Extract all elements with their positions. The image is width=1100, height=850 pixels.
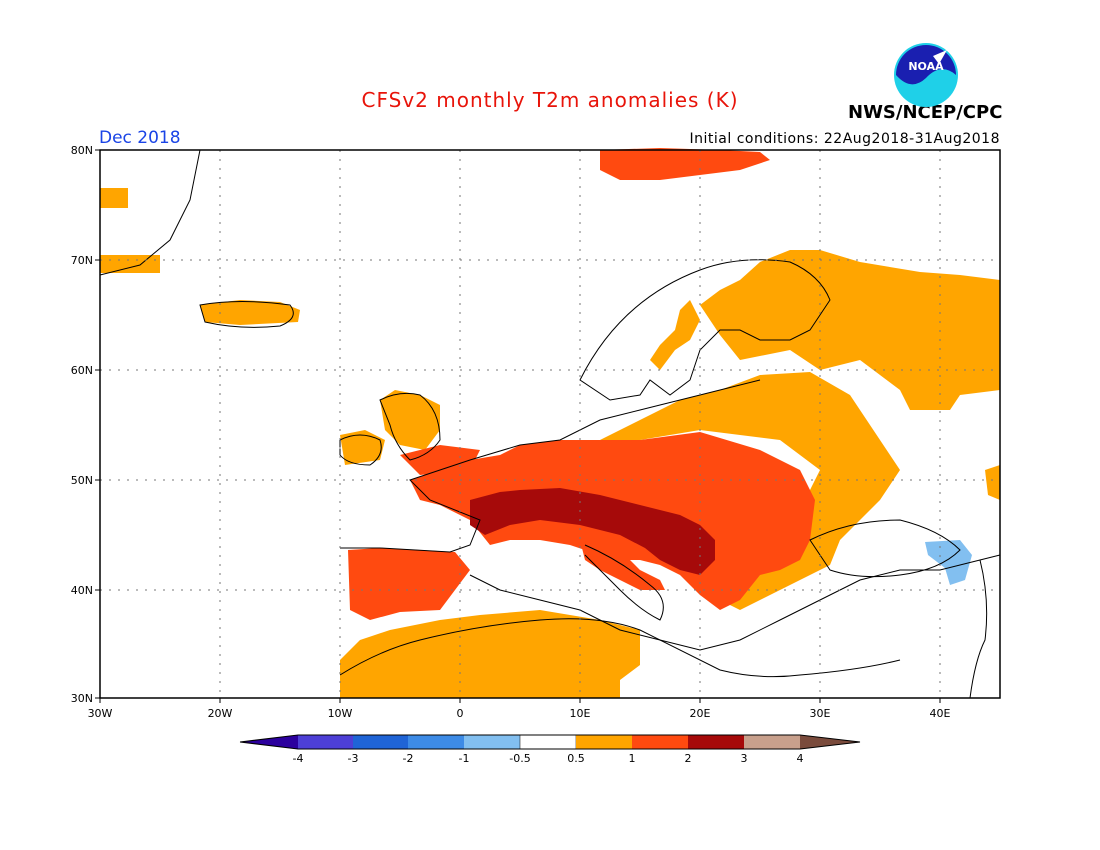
coast-europe-mainland [340, 379, 1001, 651]
coastlines [99, 149, 1001, 699]
anomaly-patch-eastern-europe [600, 372, 900, 610]
colorbar-segment [744, 735, 800, 749]
colorbar-arrow-left [240, 735, 298, 749]
coast-italy [584, 544, 664, 621]
colorbar-segment [576, 735, 632, 749]
ticks [95, 149, 941, 703]
colorbar-segment [353, 735, 408, 749]
lat-label: 80N [71, 144, 93, 157]
valid-month-label: Dec 2018 [99, 128, 181, 148]
colorbar-segment [688, 735, 744, 749]
graticule [100, 150, 1000, 698]
anomaly-patch-north-africa [340, 610, 640, 698]
anomaly-patch-iberia [348, 548, 470, 620]
lon-label: 30W [88, 707, 113, 720]
colorbar-segment [464, 735, 520, 749]
anomaly-patch-ireland [340, 430, 385, 465]
initial-conditions-label: Initial conditions: 22Aug2018-31Aug2018 [689, 131, 1000, 147]
colorbar-segment [408, 735, 464, 749]
colorbar-arrow-right [800, 735, 860, 749]
anomaly-patch-norway [650, 300, 700, 370]
anomaly-patch-svalbard [600, 148, 770, 180]
colorbar-segment [298, 735, 353, 749]
anomaly-patch-greenland-sw [100, 255, 160, 273]
coast-caspian [969, 559, 988, 699]
lat-label: 30N [71, 692, 93, 705]
colorbar-tick-label: 0.5 [567, 752, 585, 765]
coast-uk [379, 392, 441, 461]
map-frame [99, 149, 1001, 699]
colorbar-segment [519, 734, 577, 750]
anomaly-patch-scandinavia-russia [700, 250, 1000, 410]
colorbar [239, 734, 861, 750]
map-title: CFSv2 monthly T2m anomalies (K) [361, 88, 739, 112]
colorbar-tick-label: 1 [629, 752, 636, 765]
anomaly-patch-ukraine-east [985, 465, 1000, 500]
coast-black-sea [809, 519, 961, 578]
lon-label: 10W [328, 707, 353, 720]
coast-scandinavia [579, 259, 831, 401]
colorbar-tick-label: -2 [403, 752, 414, 765]
lon-label: 40E [930, 707, 951, 720]
org-label: NWS/NCEP/CPC [848, 102, 1003, 123]
lon-label: 20W [208, 707, 233, 720]
logo-text: NOAA [908, 60, 944, 73]
lon-label: 30E [810, 707, 831, 720]
lat-label: 50N [71, 474, 93, 487]
lat-label: 60N [71, 364, 93, 377]
lon-label: 0 [457, 707, 464, 720]
lon-label: 20E [690, 707, 711, 720]
colorbar-tick-label: -3 [348, 752, 359, 765]
colorbar-tick-label: 3 [741, 752, 748, 765]
coast-iceland [199, 301, 294, 328]
anomaly-patch-caucasus-cool [925, 540, 972, 585]
anomaly-patch-greenland-w [100, 188, 128, 208]
colorbar-segment [632, 735, 688, 749]
colorbar-tick-label: -0.5 [509, 752, 530, 765]
lon-label: 10E [570, 707, 591, 720]
anomaly-fill [100, 148, 1000, 698]
anomaly-patch-uk [380, 390, 440, 450]
anomaly-patch-alps-balkans [470, 488, 715, 575]
colorbar-tick-label: -1 [459, 752, 470, 765]
colorbar-tick-label: -4 [293, 752, 304, 765]
lat-label: 70N [71, 254, 93, 267]
coast-ireland [339, 434, 382, 466]
colorbar-tick-label: 4 [797, 752, 804, 765]
colorbar-tick-label: 2 [685, 752, 692, 765]
noaa-logo: NOAA [893, 42, 959, 108]
coast-north-africa [339, 618, 901, 678]
anomaly-patch-uk-south [400, 445, 480, 475]
colorbar-outline [239, 734, 861, 750]
anomaly-patch-greenland-iceland [200, 300, 300, 325]
lat-label: 40N [71, 584, 93, 597]
